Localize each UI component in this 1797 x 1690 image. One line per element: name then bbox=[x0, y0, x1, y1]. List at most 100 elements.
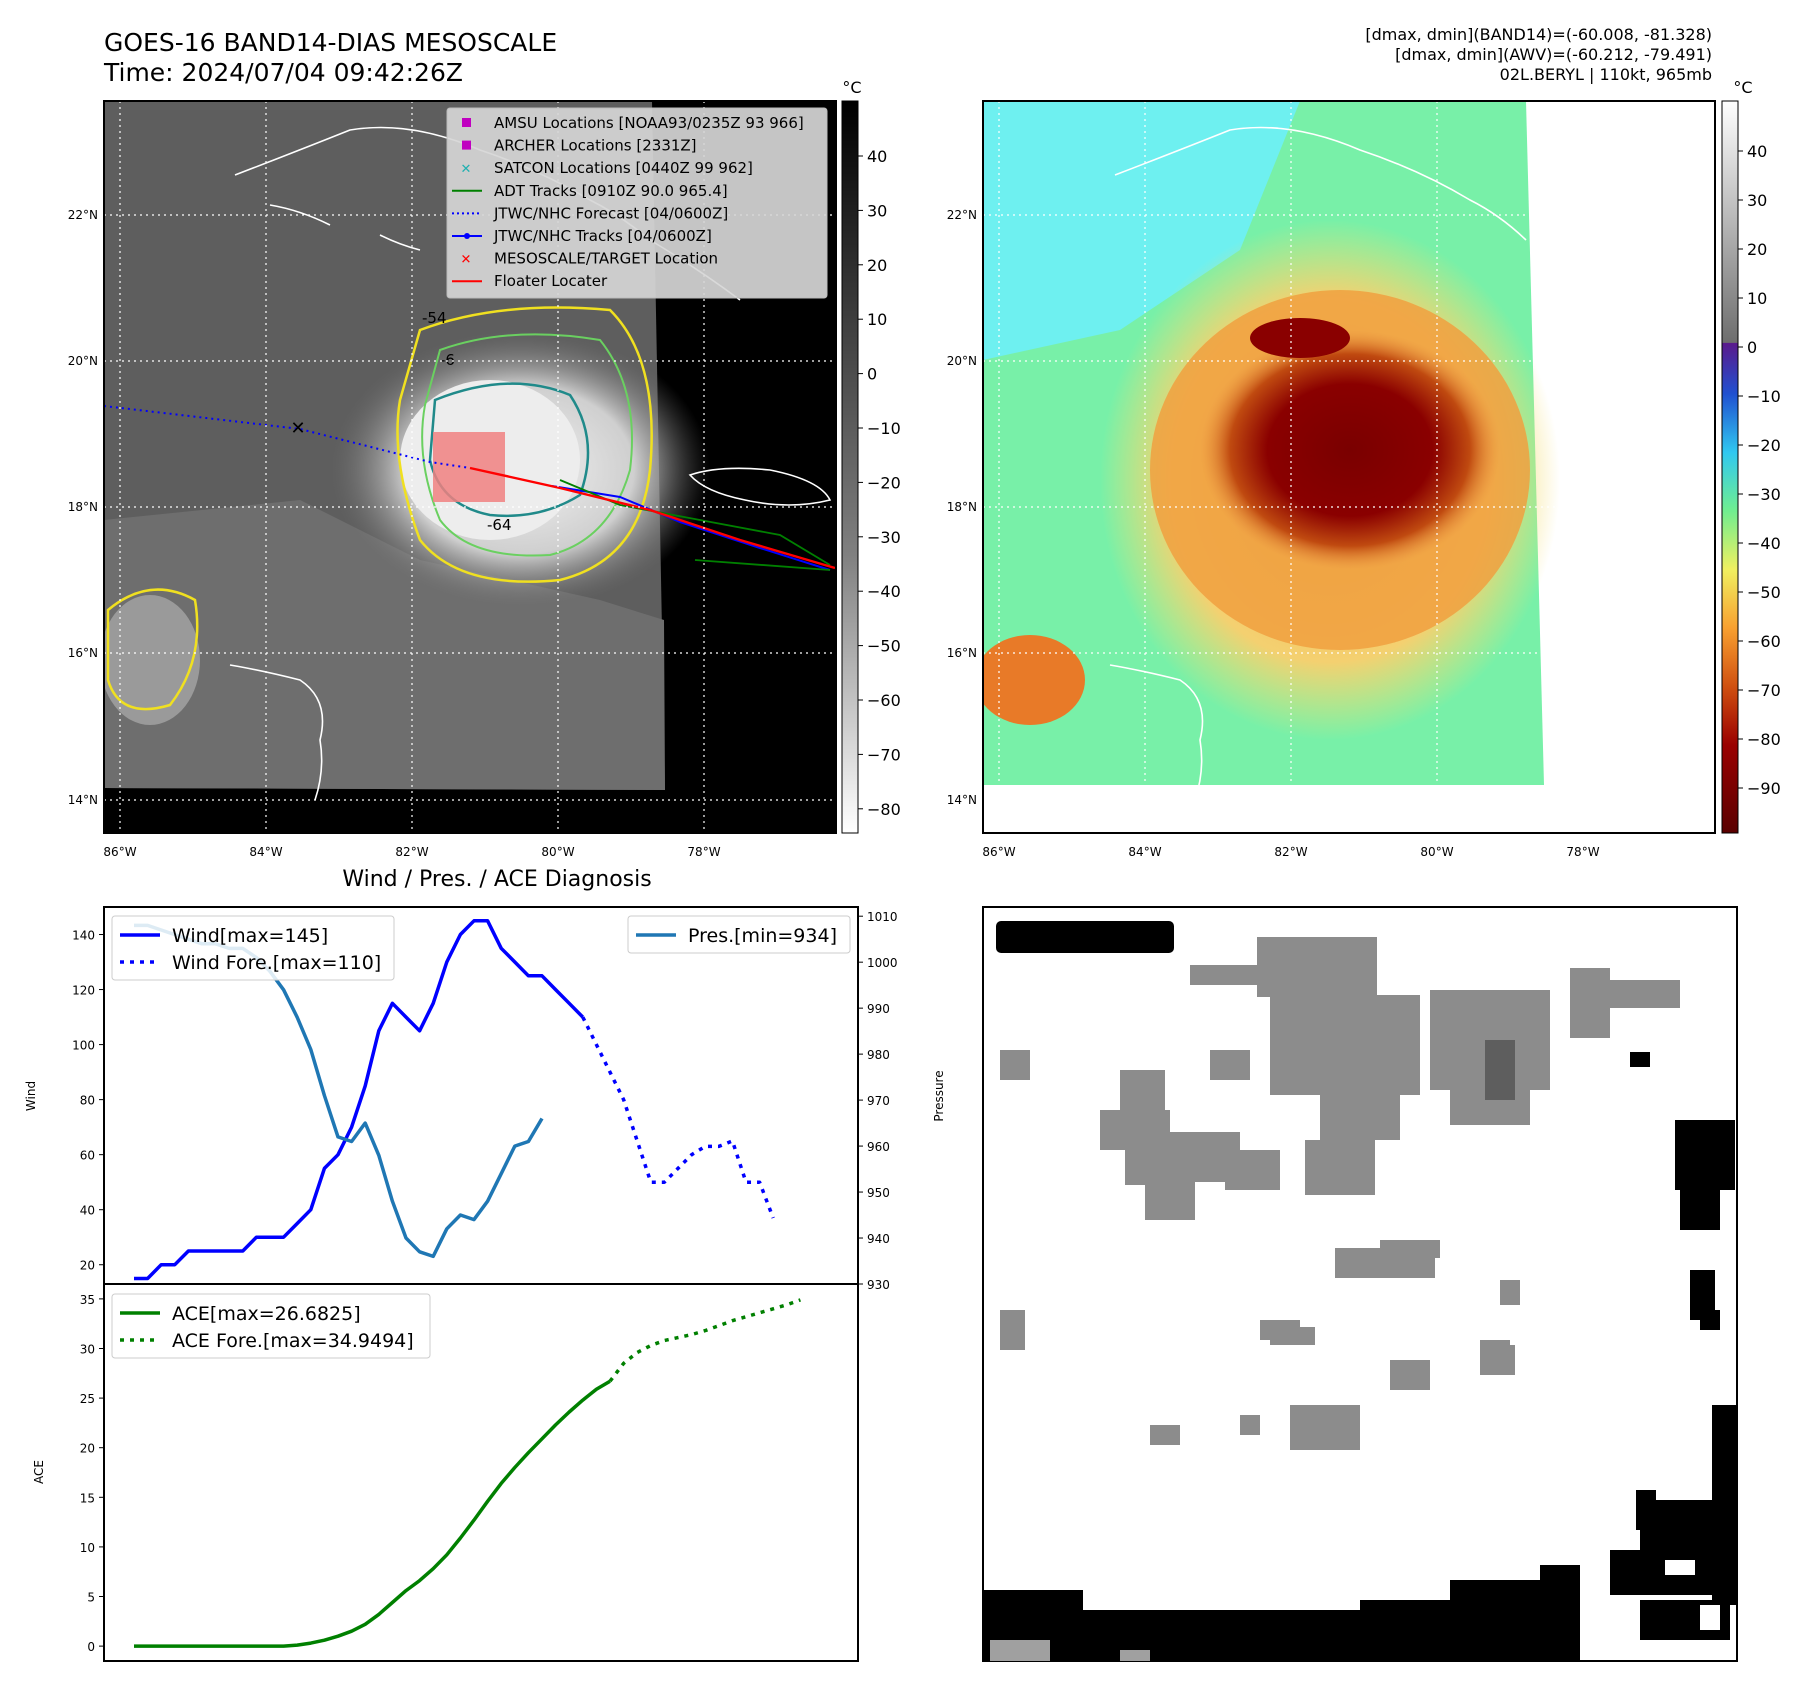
colorbar-tick-label: 30 bbox=[1747, 191, 1767, 210]
lat-label: 20°N bbox=[68, 354, 98, 368]
wmg-block bbox=[1210, 1050, 1250, 1080]
wmg-block bbox=[1480, 1340, 1510, 1375]
wmg-block bbox=[990, 1640, 1050, 1661]
color-map-storm-core bbox=[1200, 330, 1500, 570]
wmg-block bbox=[1700, 1605, 1720, 1630]
lat-label: 18°N bbox=[68, 500, 98, 514]
wmg-block bbox=[1270, 995, 1420, 1095]
wmg-block bbox=[1305, 1140, 1375, 1195]
lat-label: 16°N bbox=[68, 646, 98, 660]
series-line bbox=[608, 1298, 801, 1383]
wmg-block bbox=[1665, 1560, 1695, 1575]
legend-x-marker: ✕ bbox=[461, 162, 472, 177]
wmg-block bbox=[1680, 1190, 1720, 1230]
wmg-block bbox=[1190, 965, 1260, 985]
colorbar-tick-label: −10 bbox=[1747, 387, 1781, 406]
colorbar-tick-label: 40 bbox=[1747, 142, 1767, 161]
legend-square-marker bbox=[462, 118, 471, 127]
wmg-block bbox=[1485, 1040, 1515, 1100]
chart-legend-label: Wind[max=145] bbox=[172, 925, 328, 947]
copyright: Copyright © 2020-2024 Dapiya bbox=[108, 812, 405, 832]
colorbar-tick-label: −20 bbox=[1747, 436, 1781, 455]
y-tick-label: 10 bbox=[80, 1541, 95, 1555]
wmg-block bbox=[1640, 1500, 1737, 1555]
wmg-block bbox=[1320, 1095, 1400, 1140]
colorbar-tick-label: 30 bbox=[867, 201, 887, 220]
wmg-block bbox=[1000, 1310, 1025, 1350]
jtwc-forecast-track bbox=[104, 405, 471, 469]
legend-label: MESOSCALE/TARGET Location bbox=[494, 250, 718, 268]
ir-cloud-west bbox=[104, 595, 200, 725]
wmg-block bbox=[1290, 1405, 1360, 1450]
lon-label: 80°W bbox=[541, 845, 574, 859]
wmg-block bbox=[1120, 1650, 1150, 1661]
legend-label: AMSU Locations [NOAA93/0235Z 93 966] bbox=[494, 114, 804, 132]
legend-entry: JTWC/NHC Forecast [04/0600Z] bbox=[452, 204, 728, 222]
y-right-tick-label: 1010 bbox=[867, 910, 898, 924]
ir-legend: AMSU Locations [NOAA93/0235Z 93 966] ARCH… bbox=[446, 107, 828, 299]
legend-entry: JTWC/NHC Tracks [04/0600Z] bbox=[452, 227, 712, 245]
legend-entry: Floater Locater bbox=[452, 272, 608, 290]
colorbar-tick-label: 40 bbox=[867, 147, 887, 166]
lon-label: 84°W bbox=[249, 845, 282, 859]
lon-label: 86°W bbox=[982, 845, 1015, 859]
y-tick-label: 140 bbox=[72, 929, 95, 943]
colorbar-tick-label: −60 bbox=[1747, 632, 1781, 651]
mesoscale-target-marker: ✕ bbox=[290, 418, 305, 439]
wind-axis-label: Wind bbox=[24, 1081, 38, 1111]
colorbar-tick-label: −70 bbox=[867, 745, 901, 764]
series-line bbox=[134, 1379, 611, 1648]
y-right-tick-label: 940 bbox=[867, 1232, 890, 1246]
legend-x-marker: ✕ bbox=[461, 253, 472, 268]
color-coastline-central-america bbox=[1109, 664, 1204, 801]
lon-label: 78°W bbox=[1566, 845, 1599, 859]
jtwc-track bbox=[551, 485, 831, 571]
colorbar-tick-label: −30 bbox=[867, 528, 901, 547]
color-map-frame bbox=[982, 100, 1716, 834]
figure-title: GOES-16 BAND14-DIAS MESOSCALE bbox=[104, 28, 557, 57]
color-map-gridlines bbox=[983, 101, 1715, 833]
y-tick-label: 80 bbox=[80, 1094, 95, 1108]
wmg-block bbox=[1380, 1240, 1440, 1258]
floater-locater-track bbox=[469, 466, 836, 570]
colorbar-tick-label: 0 bbox=[1747, 338, 1757, 357]
ir-map-frame bbox=[103, 100, 837, 834]
colorbar-tick-label: −30 bbox=[1747, 485, 1781, 504]
lon-label: 82°W bbox=[1274, 845, 1307, 859]
colorbar-tick-label: −70 bbox=[1747, 681, 1781, 700]
color-map-west-cell bbox=[983, 635, 1085, 725]
contour-label-1: -54 bbox=[422, 309, 447, 327]
diagnosis-title: Wind / Pres. / ACE Diagnosis bbox=[342, 867, 651, 892]
dmax-band14: [dmax, dmin](BAND14)=(-60.008, -81.328) bbox=[1365, 25, 1712, 44]
legend-label: JTWC/NHC Forecast [04/0600Z] bbox=[493, 204, 728, 222]
lon-label: 84°W bbox=[1128, 845, 1161, 859]
colorbar-tick-label: −40 bbox=[867, 582, 901, 601]
wmg-block bbox=[1675, 1120, 1735, 1190]
lat-label: 14°N bbox=[68, 793, 98, 807]
wmg-block bbox=[1160, 1132, 1240, 1182]
ace-axis-label: ACE bbox=[32, 1460, 46, 1484]
chart-legend-box bbox=[111, 1293, 431, 1359]
legend-dot bbox=[464, 233, 470, 239]
y-tick-label: 25 bbox=[80, 1392, 95, 1406]
legend-label: JTWC/NHC Tracks [04/0600Z] bbox=[493, 227, 712, 245]
y-right-tick-label: 970 bbox=[867, 1094, 890, 1108]
colorbar-tick-label: −20 bbox=[867, 473, 901, 492]
wmg-count-badge bbox=[996, 921, 1174, 953]
y-tick-label: 120 bbox=[72, 984, 95, 998]
gray-colorbar-unit: °C bbox=[842, 78, 861, 97]
gray-colorbar bbox=[841, 100, 859, 834]
wmg-block bbox=[1257, 937, 1377, 997]
lat-label: 20°N bbox=[947, 354, 977, 368]
ir-legend-box bbox=[446, 107, 828, 299]
chart-legend-box bbox=[627, 915, 851, 954]
contour-label-3: -64 bbox=[487, 516, 512, 534]
contour-label-2: -6 bbox=[440, 351, 455, 369]
wmg-block bbox=[1500, 1280, 1520, 1305]
lat-label: 16°N bbox=[947, 646, 977, 660]
pressure-axis-label: Pressure bbox=[932, 1070, 946, 1121]
color-colorbar bbox=[1721, 100, 1739, 834]
lat-label: 18°N bbox=[947, 500, 977, 514]
y-right-tick-label: 990 bbox=[867, 1002, 890, 1016]
colorbar-tick-label: −80 bbox=[867, 800, 901, 819]
